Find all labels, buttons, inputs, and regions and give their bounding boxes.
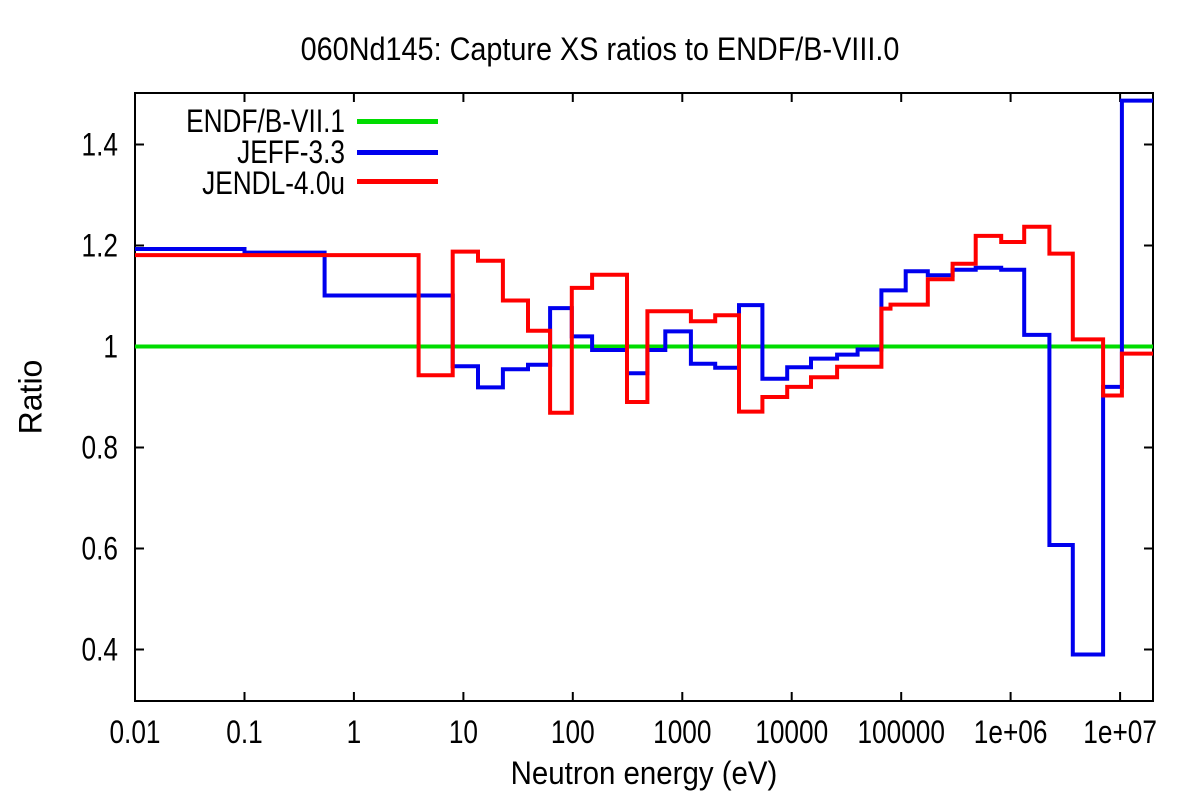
x-tick-label: 100 <box>551 716 595 751</box>
x-axis-label: Neutron energy (eV) <box>510 755 778 791</box>
x-tick-label: 10 <box>449 716 478 751</box>
plot-border <box>134 92 1154 702</box>
legend-label-jendl40u: JENDL-4.0u <box>202 164 345 201</box>
legend-label-endfb71: ENDF/B-VII.1 <box>186 103 345 139</box>
y-tick-label: 0.8 <box>82 431 118 466</box>
y-tick-label: 1.4 <box>82 128 118 163</box>
series-jendl-4-0u <box>135 224 1153 415</box>
series-jeff-3-3 <box>135 98 1153 657</box>
x-tick-label: 1 <box>347 716 362 751</box>
chart-title: 060Nd145: Capture XS ratios to ENDF/B-VI… <box>300 31 900 67</box>
x-tick-label: 10000 <box>755 716 828 751</box>
y-axis-label: Ratio <box>12 359 49 435</box>
legend-line-jendl40u <box>357 179 438 184</box>
x-tick-label: 100000 <box>857 716 945 751</box>
x-tick-label: 0.1 <box>226 716 262 751</box>
y-tick-label: 0.4 <box>82 633 118 668</box>
y-tick-label: 1.2 <box>82 229 118 264</box>
x-tick-label: 1e+07 <box>1083 716 1157 751</box>
legend-line-endfb71 <box>357 119 438 124</box>
x-tick-label: 1000 <box>653 716 711 751</box>
legend-line-jeff33 <box>357 149 438 155</box>
x-tick-label: 1e+06 <box>974 716 1048 751</box>
x-tick-label: 0.01 <box>109 716 160 751</box>
y-tick-label: 0.6 <box>82 532 118 567</box>
legend-label-jeff33: JEFF-3.3 <box>237 133 345 170</box>
y-tick-label: 1 <box>103 330 118 365</box>
